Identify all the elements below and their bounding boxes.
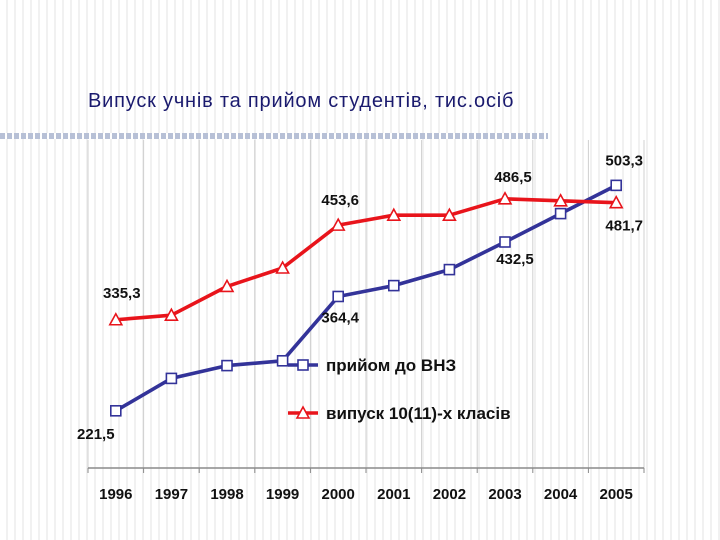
series-markers [108,179,624,417]
x-tick-label: 2004 [544,486,578,503]
data-label: 481,7 [605,218,643,235]
triangle-marker [442,207,457,221]
x-tick-label: 2003 [488,486,521,503]
data-labels: 221,5 364,4 432,5 503,3 335,3 453,6 486,5 481,7 [77,152,643,442]
x-tick-label: 1998 [210,486,243,503]
x-tick-label: 2002 [433,486,466,503]
square-marker [499,236,511,248]
data-label: 503,3 [605,152,643,169]
x-axis [87,467,645,473]
data-label: 221,5 [77,426,115,443]
triangle-marker [608,194,624,209]
square-marker [221,359,233,372]
series-line [115,197,617,322]
vertical-gridlines [87,140,645,468]
data-label: 335,3 [103,285,141,302]
square-marker [332,290,345,303]
data-label: 486,5 [494,169,532,186]
triangle-marker [275,260,290,274]
data-label: 432,5 [496,251,534,268]
square-marker [276,354,289,367]
triangle-marker [108,312,124,326]
triangle-marker [295,405,311,419]
square-marker [443,263,456,276]
x-tick-label: 1996 [99,486,132,503]
x-tick-labels: 1996 1997 1998 1999 2000 2001 2002 2003 2004 2005 [99,486,633,503]
x-tick-label: 2001 [377,486,410,503]
data-label: 453,6 [321,192,359,209]
square-marker [110,404,122,417]
series-lines [114,183,618,413]
x-tick-label: 1999 [266,486,299,503]
x-tick-label: 2005 [600,486,633,503]
title-underline [0,133,548,139]
slide-title: Випуск учнів та прийом студентів, тис.ос… [88,90,515,112]
series-line [114,183,618,413]
x-tick-label: 1997 [155,486,188,503]
triangle-marker [497,191,513,205]
triangle-marker [330,217,346,231]
triangle-marker [219,278,235,293]
triangle-marker [553,193,568,207]
legend-entry: прийом до ВНЗ [326,356,456,375]
legend: прийом до ВНЗ випуск 10(11)-х класів [288,356,511,423]
square-marker [387,279,400,292]
square-marker [297,359,309,371]
square-marker [165,372,178,385]
triangle-marker [386,207,402,221]
triangle-marker [164,307,179,322]
legend-entry: випуск 10(11)-х класів [326,404,511,423]
square-marker [610,179,623,192]
x-tick-label: 2000 [322,486,355,503]
square-marker [554,207,567,220]
data-label: 364,4 [321,309,359,326]
